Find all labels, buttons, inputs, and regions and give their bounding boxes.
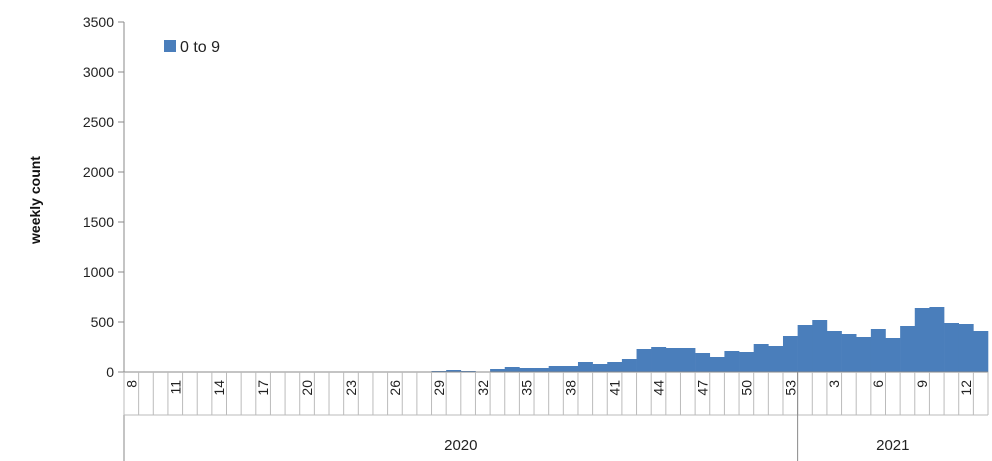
bar [724, 351, 740, 372]
bar [944, 323, 960, 372]
year-label: 2020 [444, 437, 477, 454]
y-tick-label: 1500 [83, 214, 114, 230]
bar [665, 348, 681, 372]
x-tick-label: 8 [123, 380, 139, 388]
x-tick-label: 17 [255, 380, 271, 396]
bar [490, 369, 506, 372]
bar [680, 348, 696, 372]
bars-layer [431, 307, 989, 372]
bar [636, 349, 652, 372]
bar [563, 366, 579, 372]
y-tick-label: 2500 [83, 114, 114, 130]
x-tick-label: 3 [826, 380, 842, 388]
bar [973, 331, 989, 372]
x-tick-label: 38 [563, 380, 579, 396]
bar [782, 336, 798, 372]
bar [607, 362, 623, 372]
y-tick-label: 500 [91, 314, 115, 330]
bar [504, 367, 520, 372]
bar [534, 368, 549, 372]
axes-layer [123, 22, 988, 461]
y-axis-label: weekly count [27, 156, 43, 245]
y-tick-label: 3500 [83, 14, 114, 30]
x-tick-label: 47 [694, 380, 710, 396]
year-label: 2021 [876, 437, 909, 454]
bar [768, 346, 784, 372]
bar [753, 344, 769, 372]
bar [841, 334, 857, 372]
y-tick-label: 1000 [83, 264, 114, 280]
bar [900, 326, 916, 372]
y-tick-label: 2000 [83, 164, 114, 180]
bar [709, 357, 725, 372]
x-tick-label: 50 [738, 380, 754, 396]
y-tick-label: 3000 [83, 64, 114, 80]
x-tick-label: 41 [607, 380, 623, 396]
year-groups-layer: 2020 2021 [444, 372, 909, 461]
bar [914, 308, 930, 372]
x-tick-label: 44 [651, 380, 667, 396]
x-tick-label: 20 [299, 380, 315, 396]
bar [856, 337, 872, 372]
x-tick-label: 26 [387, 380, 403, 396]
x-tick-label: 23 [343, 380, 359, 396]
x-tick-label: 12 [958, 380, 974, 396]
bar [739, 352, 754, 372]
bar [592, 364, 608, 372]
bar [621, 359, 637, 372]
x-tick-label: 14 [211, 380, 227, 396]
x-tick-label: 53 [782, 380, 798, 396]
legend: 0 to 9 [164, 39, 220, 56]
x-tick-label: 29 [431, 380, 447, 396]
x-tick-label: 32 [475, 380, 491, 396]
y-tick-label: 0 [106, 364, 114, 380]
legend-label: 0 to 9 [180, 39, 220, 56]
bar [446, 370, 462, 372]
legend-swatch [164, 40, 176, 52]
y-ticks-layer: 0 500 1000 1500 2000 2500 3000 3500 [83, 14, 124, 380]
x-tick-label: 35 [519, 380, 535, 396]
bar [826, 331, 842, 372]
bar [519, 368, 535, 372]
x-tick-label: 9 [914, 380, 930, 388]
bar [812, 320, 828, 372]
bar [870, 329, 886, 372]
x-tick-label: 11 [167, 380, 183, 395]
bar [651, 347, 667, 372]
bar [929, 307, 945, 372]
bar [577, 362, 593, 372]
x-ticks-layer: 8 11 14 17 20 23 26 29 32 35 38 41 44 47 50 53 3 6 9 12 [123, 372, 989, 415]
bar [885, 338, 901, 372]
bar [695, 353, 711, 372]
x-tick-label: 6 [870, 380, 886, 388]
bar [958, 324, 974, 372]
bar [797, 325, 813, 372]
bar [548, 366, 564, 372]
